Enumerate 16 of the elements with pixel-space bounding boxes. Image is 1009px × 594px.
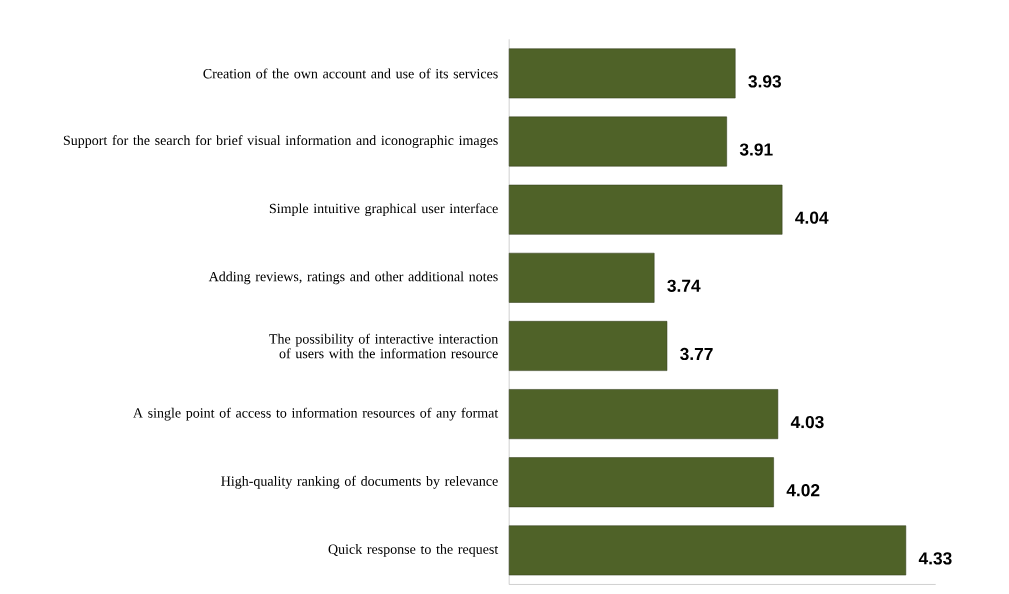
data-label: 3.91 — [739, 143, 773, 156]
y-tick-label: Simple intuitive graphical user interface — [269, 203, 498, 216]
data-label: 3.93 — [748, 75, 782, 88]
data-label: 4.03 — [790, 415, 824, 429]
data-label: 3.77 — [680, 347, 713, 360]
data-label: 3.74 — [667, 279, 701, 292]
y-tick-label: Quick response to the request — [328, 543, 499, 557]
y-tick-label: Support for the search for brief visual information and iconographic images — [63, 134, 498, 148]
y-tick-label: Creation of the own account and use of its services — [203, 68, 498, 79]
data-label: 4.33 — [918, 552, 952, 565]
y-tick-label: Adding reviews, ratings and other additional notes — [208, 271, 498, 284]
data-label: 4.02 — [786, 483, 820, 497]
y-tick-label: High-quality ranking of documents by relevance — [221, 475, 498, 489]
y-tick-label: The possibility of interactive interaction of users with the information resource — [269, 333, 499, 359]
y-tick-label: A single point of access to information resources of any format — [133, 407, 499, 421]
data-label: 4.04 — [795, 211, 829, 224]
